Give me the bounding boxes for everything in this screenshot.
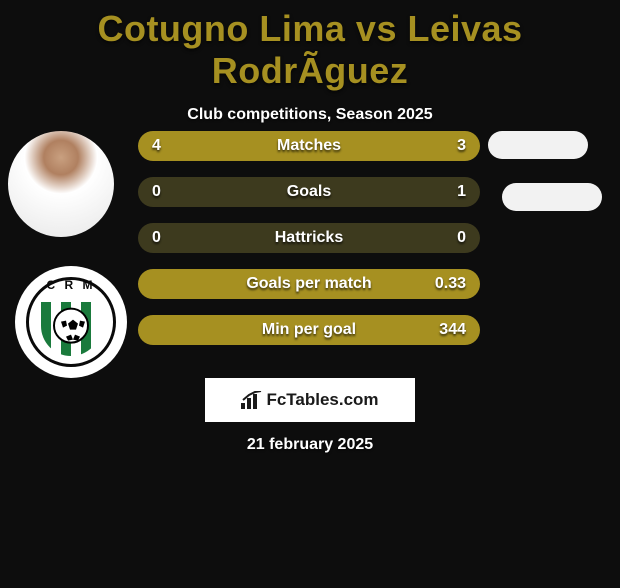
season-subtitle: Club competitions, Season 2025 <box>0 106 620 124</box>
stat-label: Goals per match <box>138 269 480 299</box>
stat-label: Min per goal <box>138 315 480 345</box>
stat-label: Hattricks <box>138 223 480 253</box>
stat-bar-min-per-goal: Min per goal344 <box>138 315 480 345</box>
stat-label: Matches <box>138 131 480 161</box>
stat-bar-hattricks: Hattricks0 0 <box>138 223 480 253</box>
stat-left-value: 0 <box>152 177 161 207</box>
player1-indicator-pill <box>488 131 588 159</box>
stat-right-value: 1 <box>457 177 466 207</box>
snapshot-date: 21 february 2025 <box>0 436 620 454</box>
brand-footer: FcTables.com <box>205 378 415 422</box>
stat-label: Goals <box>138 177 480 207</box>
player2-indicator-pill <box>502 183 602 211</box>
page-title: Cotugno Lima vs Leivas RodrÃguez <box>0 8 620 92</box>
stat-bar-goals: Goals0 1 <box>138 177 480 207</box>
fctables-logo: FcTables.com <box>241 390 378 410</box>
stat-left-value: 4 <box>152 131 161 161</box>
stat-left-value: 0 <box>152 223 161 253</box>
stat-bars: Matches43Goals01Hattricks00Goals per mat… <box>138 131 480 361</box>
stat-bar-matches: Matches4 3 <box>138 131 480 161</box>
stat-bar-goals-per-match: Goals per match0.33 <box>138 269 480 299</box>
brand-text: FcTables.com <box>266 390 378 410</box>
stat-right-value: 0 <box>457 223 466 253</box>
crm-logo-icon: C R M <box>26 277 116 367</box>
stat-right-value: 344 <box>439 315 466 345</box>
player1-avatar <box>8 131 114 237</box>
player1-club-logo: C R M <box>15 266 127 378</box>
crm-logo-text: C R M <box>29 278 113 292</box>
stat-right-value: 3 <box>457 131 466 161</box>
stat-right-value: 0.33 <box>435 269 466 299</box>
soccer-ball-icon <box>53 308 89 344</box>
bar-chart-icon <box>241 391 263 409</box>
